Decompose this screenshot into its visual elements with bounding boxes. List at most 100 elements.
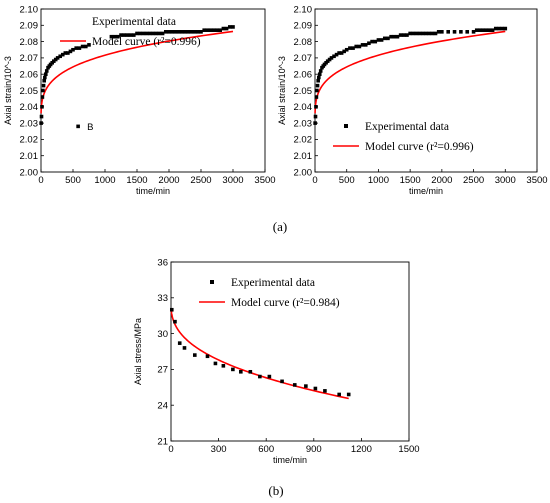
panel-label-b: (b)	[268, 483, 283, 498]
data-point	[186, 30, 190, 34]
x-tick-label: 1000	[94, 175, 115, 186]
data-point	[151, 31, 155, 36]
data-point	[318, 69, 323, 73]
data-point	[424, 31, 428, 36]
data-point	[392, 34, 397, 39]
legend-label-experimental: Experimental data	[92, 16, 176, 28]
x-tick-label: 2000	[431, 175, 452, 186]
x-axis-label: time/min	[136, 186, 170, 196]
x-tick-label: 2500	[190, 175, 211, 186]
x-tick-label: 3500	[526, 175, 547, 186]
x-tick-label: 2000	[158, 175, 179, 186]
y-tick-label: 2.01	[294, 151, 313, 162]
data-point	[370, 39, 374, 44]
x-tick-label: 0	[38, 175, 43, 186]
data-point	[40, 95, 45, 99]
data-point	[427, 31, 431, 36]
x-tick-label: 2500	[463, 175, 484, 186]
data-point	[314, 95, 319, 99]
y-axis-label: Axial strain/10^-3	[277, 56, 287, 125]
data-point	[42, 78, 46, 83]
data-point	[493, 26, 498, 31]
y-tick-label: 2.10	[20, 4, 39, 15]
data-point	[141, 31, 146, 36]
x-tick-label: 3000	[222, 175, 243, 186]
y-tick-label: 2.08	[294, 37, 313, 48]
y-tick-label: 2.03	[294, 118, 313, 129]
legend-label-experimental: Experimental data	[231, 277, 315, 289]
data-point	[323, 389, 327, 393]
data-point	[52, 59, 56, 63]
legend-label-experimental: Experimental data	[365, 121, 449, 133]
data-point	[144, 31, 149, 36]
data-point	[317, 75, 321, 80]
x-tick-label: 600	[258, 444, 274, 455]
data-point	[421, 31, 425, 36]
chart-bottom: 0 300 600 900 1200 1500 21 24 27 30 33 36 time/min Ax…	[133, 257, 420, 465]
data-point	[231, 25, 235, 29]
data-point	[339, 51, 344, 55]
data-point	[215, 28, 219, 32]
chart-top-right: 0 500 1000 1500 2000 2500 3000 3500 2.00 2.01 2.02…	[277, 4, 548, 196]
x-tick-label: 300	[211, 444, 227, 455]
data-point	[395, 34, 400, 39]
data-point	[122, 33, 126, 37]
data-point	[43, 75, 47, 80]
x-axis-label: time/min	[273, 455, 307, 465]
plot-frame	[170, 261, 410, 442]
data-point	[128, 33, 133, 37]
legend-label-model: Model curve (r²=0.984)	[231, 297, 340, 309]
data-point	[354, 44, 359, 49]
data-point	[66, 51, 70, 55]
data-point	[213, 361, 218, 366]
data-point	[55, 56, 60, 60]
legend-label-model: Model curve (r²=0.996)	[92, 36, 201, 48]
data-point	[173, 30, 178, 34]
data-point	[357, 44, 362, 49]
data-point	[348, 46, 352, 50]
y-tick-label: 2.09	[20, 21, 39, 32]
data-point	[363, 43, 368, 47]
y-tick-label: 2.02	[294, 135, 313, 146]
data-point	[465, 30, 470, 34]
data-point	[382, 36, 387, 41]
data-point	[60, 52, 65, 57]
data-point	[196, 30, 200, 34]
x-tick-label: 3000	[495, 175, 516, 186]
data-point	[63, 51, 68, 55]
y-tick-label: 27	[157, 365, 168, 376]
data-point	[116, 34, 120, 39]
data-point	[316, 78, 320, 83]
data-point	[389, 34, 393, 39]
y-tick-label: 24	[157, 401, 168, 412]
data-point	[173, 319, 177, 324]
y-tick-label: 2.00	[294, 167, 313, 178]
model-curve-line	[40, 30, 234, 114]
y-tick-label: 2.09	[294, 21, 313, 32]
data-point	[39, 114, 44, 119]
y-axis-label: Axial stress/MPa	[133, 318, 143, 385]
y-tick-label: 33	[157, 293, 168, 304]
data-point-outlier	[76, 124, 80, 129]
data-point	[218, 28, 222, 32]
data-point	[167, 30, 171, 34]
data-point	[138, 31, 142, 36]
data-point	[487, 28, 492, 32]
x-axis-label: time/min	[409, 186, 443, 196]
data-point	[360, 43, 365, 47]
data-point	[68, 49, 73, 54]
data-point	[208, 28, 213, 32]
data-point	[474, 28, 479, 32]
data-point	[148, 31, 152, 36]
y-tick-label: 2.04	[294, 102, 313, 113]
data-point	[373, 39, 378, 44]
data-point	[119, 33, 123, 37]
y-tick-label: 2.05	[294, 86, 313, 97]
data-point	[292, 383, 297, 387]
data-point	[228, 25, 232, 29]
data-point	[189, 30, 194, 34]
data-point	[490, 28, 495, 32]
data-point	[44, 69, 49, 73]
model-curve-line	[170, 308, 349, 400]
data-point	[205, 354, 210, 359]
